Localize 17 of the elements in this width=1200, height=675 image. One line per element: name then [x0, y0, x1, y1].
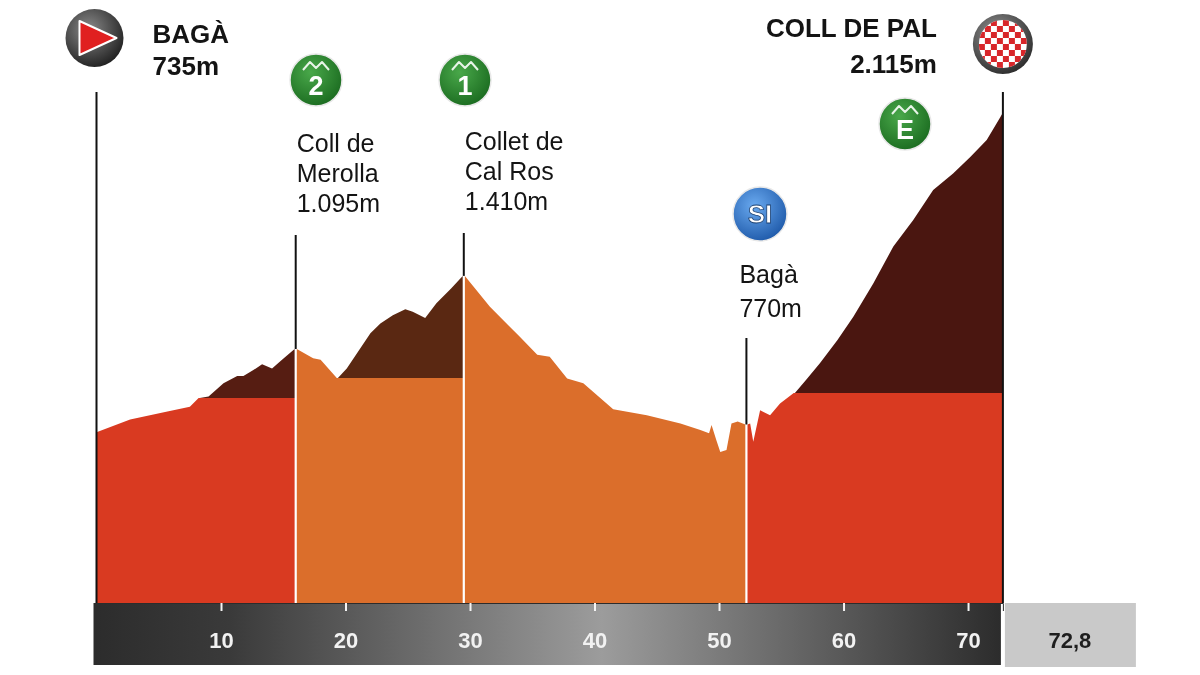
- text: 72,8: [1048, 628, 1092, 653]
- text: 2: [308, 71, 324, 101]
- x-tick-label: 50: [707, 627, 732, 653]
- x-tick-label: 20: [333, 627, 359, 653]
- annotation: Collet de Cal Ros 1.410m: [464, 127, 564, 215]
- x-tick-label: 10: [209, 627, 234, 653]
- legend-label: BAGÀ 735m: [152, 19, 230, 81]
- x-tick-label: 60: [831, 627, 857, 653]
- annotation: E: [895, 115, 915, 145]
- annotation: Coll de Merolla 1.095m: [296, 129, 381, 217]
- annotation: SI: [747, 199, 773, 229]
- annotation: Bagà 770m: [739, 260, 802, 322]
- x-tick-label: 30: [458, 627, 483, 653]
- ref-line-label: COLL DE PAL 2.115m: [765, 13, 938, 79]
- x-tick-label: 70: [956, 627, 981, 653]
- x-tick-label: 40: [582, 627, 608, 653]
- text: 1: [457, 71, 473, 101]
